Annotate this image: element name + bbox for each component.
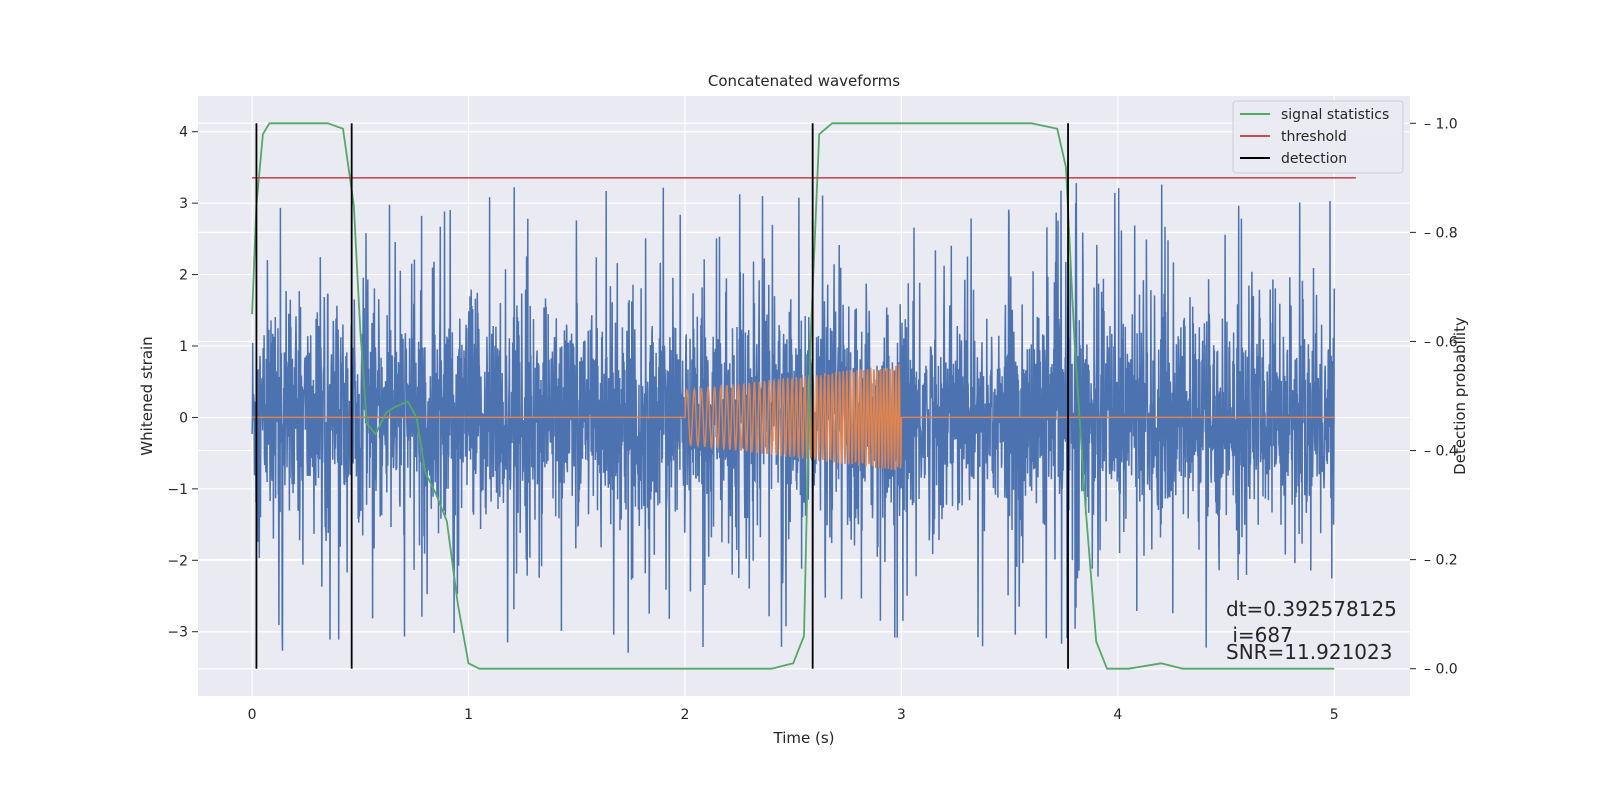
axes-layer: 0 1 2 3 4 5 −3 −2 −1 0 1 2 3 4 – 0.0 – 0.2 – 0.4 – 0.6 – 0… (167, 116, 1457, 723)
y-tick-label: 3 (179, 196, 188, 212)
y-tick-label: 1 (179, 339, 188, 355)
y-tick-label: 0 (179, 410, 188, 426)
annotation-index: i=687 (1226, 623, 1293, 647)
y-tick-label: −1 (167, 482, 188, 498)
legend: signal statistics threshold detection (1232, 100, 1404, 174)
signal-statistics-line (251, 122, 1335, 670)
x-axis-label: Time (s) (773, 729, 835, 747)
x-tick-label: 5 (1330, 707, 1339, 723)
y-tick-label: 4 (179, 125, 188, 141)
legend-box (1232, 100, 1404, 174)
y-axis-label-right: Detection probability (1451, 317, 1469, 475)
annotation-block: dt=0.392578125 i=687 SNR=11.921023 (1226, 597, 1397, 664)
annotation-dt: dt=0.392578125 (1226, 597, 1397, 621)
legend-label: threshold (1281, 129, 1347, 145)
x-tick-label: 4 (1113, 707, 1122, 723)
y-right-tick-label: – 0.8 (1424, 225, 1458, 241)
y-tick-label: −3 (167, 625, 188, 641)
x-tick-label: 2 (681, 707, 690, 723)
strain-series-line (251, 183, 1336, 653)
y-axis-label: Whitened strain (138, 336, 156, 455)
waveform-series-line (252, 364, 1335, 470)
legend-label: detection (1281, 151, 1347, 167)
y-right-tick-label: – 0.6 (1424, 334, 1458, 350)
legend-label: signal statistics (1281, 107, 1389, 123)
x-tick-label: 0 (248, 707, 257, 723)
annotation-snr: SNR=11.921023 (1226, 640, 1392, 664)
y-tick-label: −2 (167, 553, 188, 569)
y-tick-label: 2 (179, 268, 188, 284)
y-right-tick-label: – 0.4 (1424, 444, 1458, 460)
x-tick-label: 3 (897, 707, 906, 723)
x-tick-label: 1 (464, 707, 473, 723)
y-right-tick-label: – 0.0 (1424, 662, 1458, 678)
y-right-tick-label: – 1.0 (1424, 116, 1458, 132)
series-layer (251, 122, 1356, 670)
chart-title: Concatenated waveforms (708, 72, 900, 90)
y-right-tick-label: – 0.2 (1424, 553, 1458, 569)
